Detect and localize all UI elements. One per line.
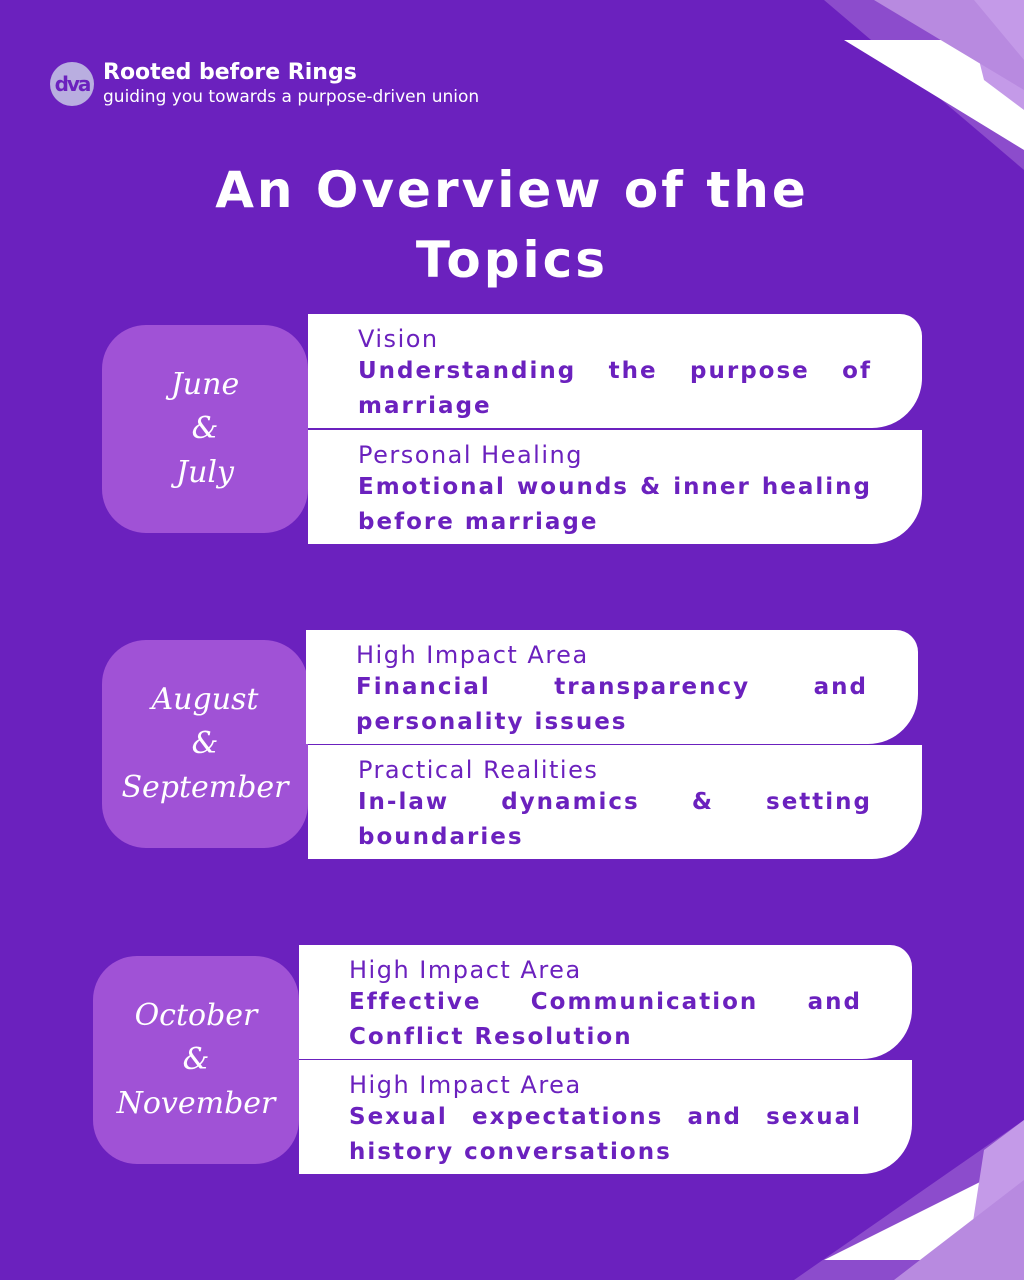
- month-label: June: [170, 367, 240, 402]
- topic-label: Personal Healing: [358, 441, 583, 469]
- topic-label: High Impact Area: [356, 641, 589, 669]
- topic-card: High Impact Area Financial transparency …: [306, 630, 918, 744]
- topic-card: Personal Healing Emotional wounds & inne…: [308, 430, 922, 544]
- topic-label: Vision: [358, 325, 439, 353]
- corner-decoration-top-right: [824, 0, 1024, 170]
- month-label: November: [116, 1086, 276, 1121]
- topic-text: In-law dynamics & setting boundaries: [358, 789, 872, 850]
- topic-label: Practical Realities: [358, 756, 599, 784]
- month-ampersand: &: [191, 411, 219, 446]
- brand-logo: dva: [50, 62, 94, 106]
- topic-card: High Impact Area Effective Communication…: [299, 945, 912, 1059]
- brand-name: Rooted before Rings: [103, 60, 357, 85]
- topic-card: Vision Understanding the purpose of marr…: [308, 314, 922, 428]
- topic-label: High Impact Area: [349, 1071, 582, 1099]
- topic-card: High Impact Area Sexual expectations and…: [299, 1060, 912, 1174]
- month-ampersand: &: [182, 1042, 210, 1077]
- topic-label: High Impact Area: [349, 956, 582, 984]
- topic-text: Financial transparency and personality i…: [356, 674, 868, 735]
- month-ampersand: &: [191, 726, 219, 761]
- topic-text: Sexual expectations and sexual history c…: [349, 1104, 862, 1165]
- month-box-june-july: June & July: [102, 325, 308, 533]
- topic-text: Understanding the purpose of marriage: [358, 358, 872, 419]
- brand-tagline: guiding you towards a purpose-driven uni…: [103, 87, 480, 107]
- month-label: September: [121, 770, 289, 805]
- page-title-line-2: Topics: [415, 231, 609, 289]
- month-box-october-november: October & November: [93, 956, 299, 1164]
- month-label: October: [134, 998, 258, 1033]
- corner-decoration-bottom-right: [794, 1120, 1024, 1280]
- topic-card: Practical Realities In-law dynamics & se…: [308, 745, 922, 859]
- topic-text: Emotional wounds & inner healing before …: [358, 474, 872, 535]
- month-box-august-september: August & September: [102, 640, 308, 848]
- month-label: July: [176, 455, 234, 490]
- page-title: An Overview of the Topics: [112, 155, 912, 295]
- topic-text: Effective Communication and Conflict Res…: [349, 989, 862, 1050]
- page-title-line-1: An Overview of the: [215, 161, 809, 219]
- month-label: August: [151, 682, 259, 717]
